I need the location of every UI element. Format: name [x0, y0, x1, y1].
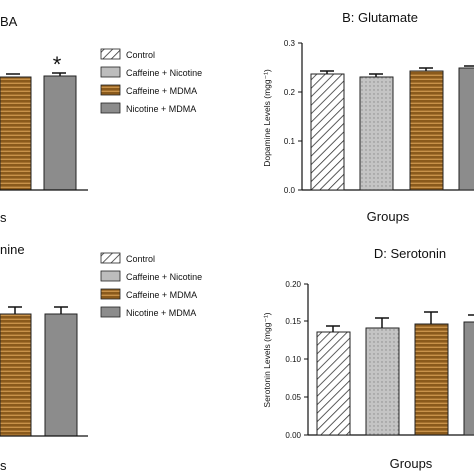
panel-a-star-annotation: * — [53, 52, 62, 77]
legend-label-control: Control — [126, 50, 155, 60]
panel-a-xlabel: s — [0, 210, 7, 225]
legend2-swatch-caffeine-mdma — [100, 288, 121, 300]
bar-a-nicotine-mdma — [43, 75, 77, 191]
legend-swatch-caffeine-nicotine — [100, 66, 121, 78]
bar-d-nicotine-mdma — [463, 321, 474, 436]
legend2-swatch-control — [100, 252, 121, 264]
panel-d-xlabel: Groups — [390, 456, 433, 471]
panel-c-xlabel: s — [0, 458, 7, 473]
bar-b-caffeine-mdma — [409, 70, 444, 191]
legend2-label-caffeine-mdma: Caffeine + MDMA — [126, 290, 197, 300]
bar-b-control — [310, 73, 345, 191]
panel-d-ytick-1: 0.05 — [285, 393, 301, 402]
panel-d-ytick-4: 0.20 — [285, 280, 301, 289]
panel-d-ytick-3: 0.15 — [285, 317, 301, 326]
panel-b: B: Glutamate Dopamine Levels (mgg⁻¹) 0.0… — [262, 10, 474, 224]
legend-swatch-control — [100, 48, 121, 60]
panel-c-title: nine — [0, 242, 25, 257]
panel-b-ytick-2: 0.2 — [284, 88, 296, 97]
panel-b-title: B: Glutamate — [342, 10, 418, 25]
legend-swatch-nicotine-mdma — [100, 102, 121, 114]
bar-a-caffeine-mdma — [0, 76, 32, 191]
panel-b-ytick-3: 0.3 — [284, 39, 296, 48]
bar-d-caffeine-mdma — [414, 323, 449, 436]
legend2-label-caffeine-nicotine: Caffeine + Nicotine — [126, 272, 202, 282]
panel-c: nine s — [0, 242, 88, 473]
panel-b-xlabel: Groups — [367, 209, 410, 224]
bar-b-caffeine-nicotine — [359, 76, 394, 191]
legend2-label-nicotine-mdma: Nicotine + MDMA — [126, 308, 196, 318]
panel-d: D: Serotonin Serotonin Levels (mgg⁻¹) 0.… — [262, 246, 474, 471]
legend-label-caffeine-nicotine: Caffeine + Nicotine — [126, 68, 202, 78]
legend-bottom: Control Caffeine + Nicotine Caffeine + M… — [100, 252, 202, 318]
bar-c-caffeine-mdma — [0, 313, 32, 437]
legend2-swatch-caffeine-nicotine — [100, 270, 121, 282]
bar-b-nicotine-mdma — [458, 67, 474, 191]
panel-d-title: D: Serotonin — [374, 246, 446, 261]
panel-a-title: BA — [0, 14, 18, 29]
bar-c-nicotine-mdma — [44, 313, 78, 437]
bar-d-caffeine-nicotine — [365, 327, 400, 436]
legend-top: Control Caffeine + Nicotine Caffeine + M… — [100, 48, 202, 114]
panel-b-ytick-1: 0.1 — [284, 137, 296, 146]
legend-label-nicotine-mdma: Nicotine + MDMA — [126, 104, 196, 114]
panel-a: BA * s — [0, 14, 88, 225]
panel-b-ylabel: Dopamine Levels (mgg⁻¹) — [262, 69, 272, 167]
legend2-label-control: Control — [126, 254, 155, 264]
panel-d-ytick-0: 0.00 — [285, 431, 301, 440]
panel-d-ylabel: Serotonin Levels (mgg⁻¹) — [262, 312, 272, 407]
panel-b-yticks: 0.0 0.1 0.2 0.3 — [284, 39, 302, 195]
legend-swatch-caffeine-mdma — [100, 84, 121, 96]
panel-b-ytick-0: 0.0 — [284, 186, 296, 195]
legend-label-caffeine-mdma: Caffeine + MDMA — [126, 86, 197, 96]
panel-d-ytick-2: 0.10 — [285, 355, 301, 364]
bar-d-control — [316, 331, 351, 436]
legend2-swatch-nicotine-mdma — [100, 306, 121, 318]
panel-d-yticks: 0.00 0.05 0.10 0.15 0.20 — [285, 280, 308, 440]
